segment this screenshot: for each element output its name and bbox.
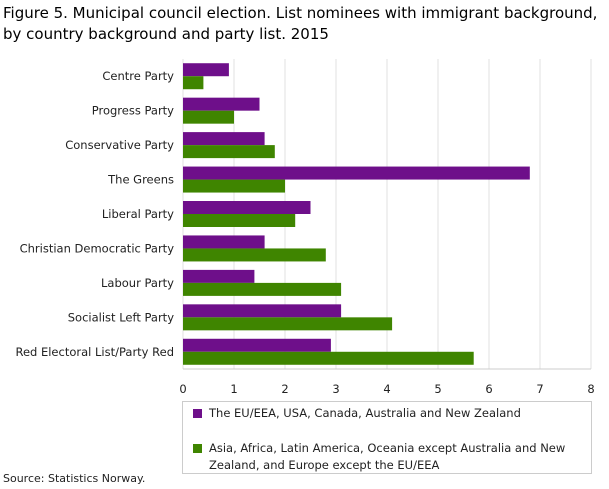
bar [183,201,311,214]
bar [183,214,296,227]
category-label: Progress Party [92,104,174,118]
x-tick-label: 2 [281,382,288,396]
category-label: Centre Party [102,69,174,83]
bar [183,76,204,90]
source-note: Source: Statistics Norway. [3,472,146,485]
category-label: Christian Democratic Party [20,241,175,255]
legend: The EU/EEA, USA, Canada, Australia and N… [182,401,592,474]
bar [183,351,474,365]
category-label: Liberal Party [102,207,174,221]
category-label: Red Electoral List/Party Red [15,345,174,359]
category-label: Socialist Left Party [68,310,174,324]
category-label: The Greens [107,173,174,187]
bar [183,282,342,296]
legend-item-eu: The EU/EEA, USA, Canada, Australia and N… [193,405,521,422]
bar [183,132,265,146]
category-label: Conservative Party [65,138,174,152]
chart-title: Figure 5. Municipal council election. Li… [3,4,598,43]
bar [183,110,234,124]
bar [183,166,530,180]
x-tick-label: 6 [485,382,492,396]
x-tick-label: 8 [587,382,594,396]
legend-label: The EU/EEA, USA, Canada, Australia and N… [209,406,521,420]
bar [183,269,255,283]
bar [183,304,342,318]
x-tick-label: 7 [536,382,543,396]
category-label: Labour Party [101,276,174,290]
bar [183,145,275,159]
x-tick-label: 1 [230,382,237,396]
bar [183,179,285,193]
x-tick-label: 3 [332,382,339,396]
bar [183,317,393,331]
bar [183,248,326,262]
bar [183,63,229,77]
legend-item-asia: Asia, Africa, Latin America, Oceania exc… [193,440,579,474]
x-tick-label: 4 [383,382,390,396]
legend-label: Asia, Africa, Latin America, Oceania exc… [209,441,566,472]
bar [183,338,331,352]
x-tick-label: 5 [434,382,441,396]
bar [183,235,265,249]
legend-swatch [193,444,202,453]
x-tick-label: 0 [179,382,186,396]
bar [183,97,260,111]
legend-swatch [193,409,202,418]
